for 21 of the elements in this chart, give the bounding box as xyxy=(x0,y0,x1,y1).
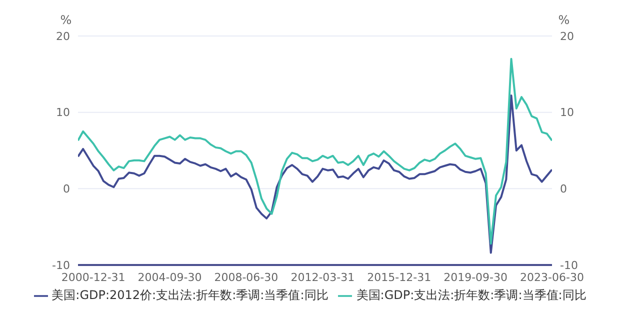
x-tick-label: 2008-06-30 xyxy=(214,270,278,284)
legend-label: 美国:GDP:2012价:支出法:折年数:季调:当季值:同比 xyxy=(52,288,328,302)
y-tick-label: 0 xyxy=(63,182,70,196)
y-axis-title: % xyxy=(60,13,72,27)
y-tick-label: 10 xyxy=(56,106,70,120)
line-series xyxy=(78,58,552,245)
y2-axis-title: % xyxy=(558,13,570,27)
line-series xyxy=(78,94,552,254)
x-tick-label: 2019-09-30 xyxy=(444,270,508,284)
y2-tick-label: 20 xyxy=(560,30,574,43)
x-tick-label: 2023-06-30 xyxy=(520,270,584,284)
y-tick-label: -10 xyxy=(52,258,70,272)
y2-tick-label: 0 xyxy=(560,182,567,196)
y2-tick-label: 10 xyxy=(560,106,574,120)
legend-label: 美国:GDP:支出法:折年数:季调:当季值:同比 xyxy=(356,288,586,302)
x-tick-label: 2012-03-31 xyxy=(290,270,355,284)
x-tick-label: 2000-12-31 xyxy=(61,270,126,284)
y-tick-label: 20 xyxy=(56,30,70,43)
x-tick-label: 2015-12-31 xyxy=(367,270,432,284)
x-tick-label: 2004-09-30 xyxy=(138,270,202,284)
y2-tick-label: -10 xyxy=(560,258,578,272)
